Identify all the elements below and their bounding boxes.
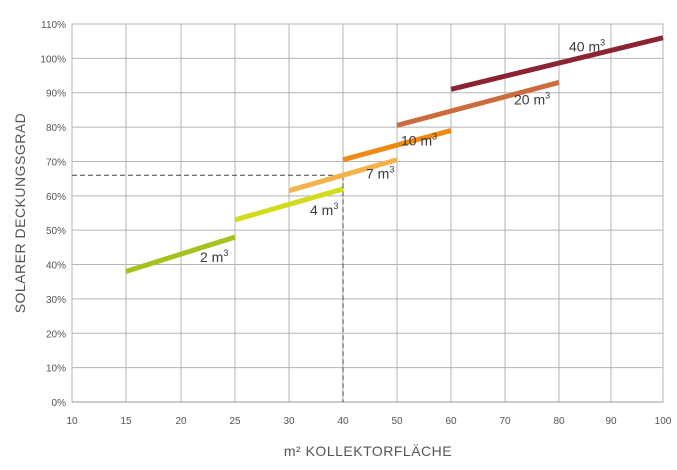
y-tick-label: 20%: [46, 329, 66, 340]
series-line-5: [450, 35, 664, 92]
y-tick-label: 50%: [46, 226, 66, 237]
x-axis-title: m² KOLLEKTORFLÄCHE: [284, 443, 452, 459]
series-label-4: 20 m3: [514, 90, 550, 107]
series-label-0: 2 m3: [200, 248, 228, 265]
series-label-3: 10 m3: [401, 132, 437, 149]
y-tick-label: 80%: [46, 123, 66, 134]
x-tick-label: 20: [175, 416, 187, 427]
x-tick-label: 15: [120, 416, 132, 427]
y-tick-label: 0%: [52, 398, 67, 409]
series-line-3: [342, 128, 452, 163]
y-tick-label: 90%: [46, 89, 66, 100]
x-tick-label: 30: [283, 416, 295, 427]
x-tick-label: 10: [66, 416, 78, 427]
y-axis-title: SOLARER DECKUNGSGRAD: [12, 113, 28, 314]
y-tick-label: 110%: [41, 20, 66, 31]
y-tick-label: 40%: [46, 261, 66, 272]
series-labels: 2 m3 4 m3 7 m3 10 m3 20 m3 40 m3: [200, 38, 605, 265]
y-tick-label: 30%: [46, 295, 66, 306]
y-tick-label: 10%: [46, 364, 66, 375]
plot-frame: [71, 23, 664, 403]
grid: [71, 23, 664, 403]
x-tick-label: 80: [553, 416, 565, 427]
series-line-1: [234, 186, 344, 223]
x-tick-labels: 10 15 20 25 30 40 50 60 70 80 90 100: [66, 416, 671, 427]
y-tick-label: 70%: [46, 157, 66, 168]
x-tick-label: 70: [499, 416, 511, 427]
x-tick-label: 60: [445, 416, 457, 427]
series-line-4: [396, 80, 560, 128]
series-label-5: 40 m3: [569, 38, 605, 55]
y-tick-label: 100%: [40, 54, 66, 65]
x-tick-label: 100: [655, 416, 672, 427]
series-line-0: [125, 234, 236, 274]
x-tick-label: 90: [605, 416, 617, 427]
x-tick-label: 40: [337, 416, 349, 427]
x-tick-label: 25: [229, 416, 241, 427]
y-tick-label: 60%: [46, 192, 66, 203]
reference-lines: [72, 174, 344, 402]
series-label-1: 4 m3: [310, 201, 338, 218]
series-group: [125, 35, 664, 274]
series-line-2: [288, 157, 398, 194]
series-label-2: 7 m3: [366, 165, 394, 182]
y-tick-labels: 0% 10% 20% 30% 40% 50% 60% 70% 80% 90% 100% 110%: [40, 20, 66, 409]
x-tick-label: 50: [391, 416, 403, 427]
